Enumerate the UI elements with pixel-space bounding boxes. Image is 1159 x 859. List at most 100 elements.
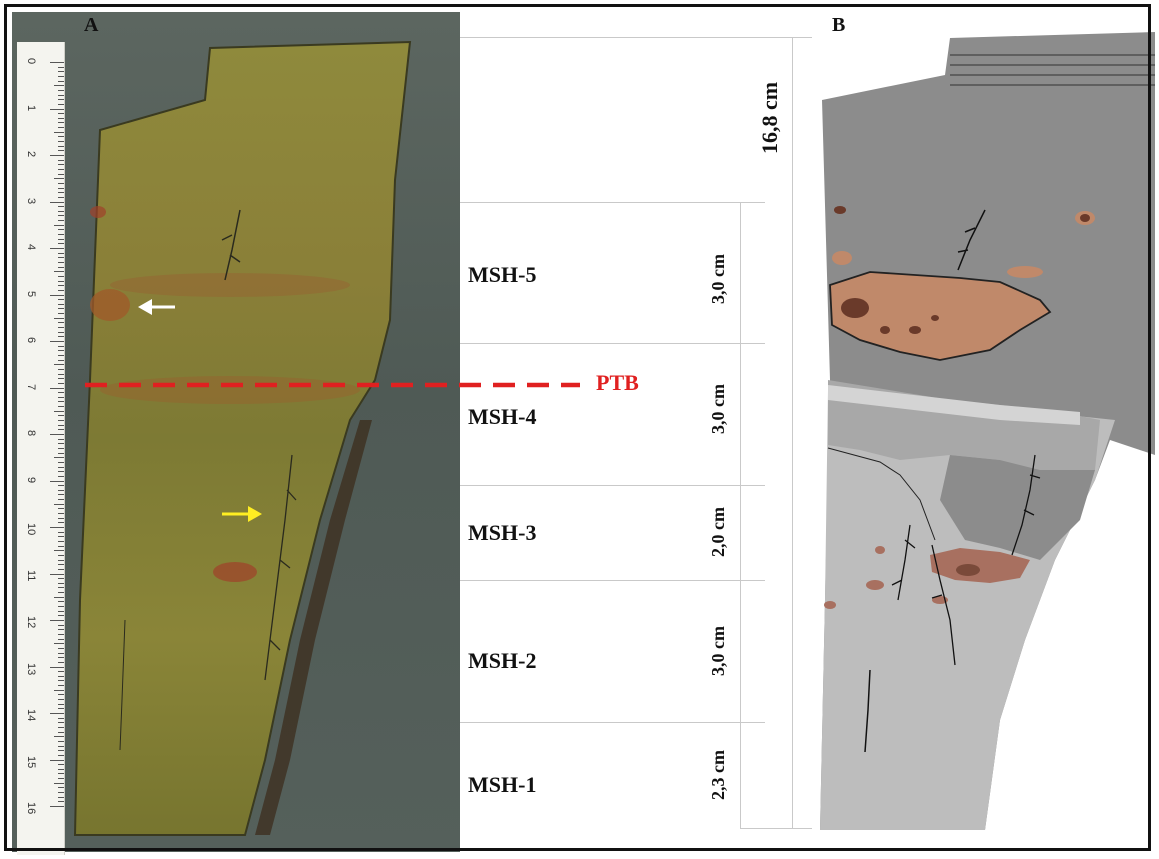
ruler-minor-tick [58,243,64,245]
sample-label: MSH-2 [468,648,537,673]
ruler-minor-tick [58,145,64,147]
ruler-minor-tick [58,136,64,138]
ruler-minor-tick [58,415,64,417]
ruler-minor-tick [58,266,64,268]
oxide-spot [956,564,980,576]
ruler-minor-tick [58,359,64,361]
ruler-minor-tick [54,503,64,505]
ruler-minor-tick [58,601,64,603]
ruler-minor-tick [58,66,64,68]
oxide-spot [875,546,885,554]
ruler-minor-tick [58,424,64,426]
ruler-minor-tick [58,289,64,291]
ruler-minor-tick [58,764,64,766]
table-rule [740,828,812,829]
oxide-spot [834,206,846,214]
ruler-minor-tick [58,443,64,445]
oxide-patch [930,548,1030,583]
ruler-minor-tick [58,113,64,115]
ruler-minor-tick [58,657,64,659]
oxide-band [110,273,350,297]
oxide-spot [909,326,921,334]
ruler-tick [50,387,64,389]
ruler-minor-tick [58,796,64,798]
ruler-minor-tick [58,89,64,91]
ruler-minor-tick [54,131,64,133]
ruler-minor-tick [54,224,64,226]
ruler-minor-tick [58,406,64,408]
table-rule [460,343,765,344]
ruler-minor-tick [58,280,64,282]
ruler-minor-tick [58,513,64,515]
ruler-minor-tick [54,410,64,412]
figure-frame [4,4,1151,851]
ruler-minor-tick [58,438,64,440]
ruler-minor-tick [54,457,64,459]
rock-slab-photo [73,40,412,836]
table-rule [460,485,765,486]
ruler-minor-tick [58,164,64,166]
sketch-dendrite [1011,454,1041,556]
ruler-minor-tick [58,629,64,631]
ruler-minor-tick [54,271,64,273]
ruler-minor-tick [58,392,64,394]
ruler-minor-tick [58,726,64,728]
dendrite [221,209,241,281]
ruler-minor-tick [54,550,64,552]
ruler-minor-tick [58,447,64,449]
ruler-minor-tick [54,596,64,598]
ruler-minor-tick [58,401,64,403]
ruler-minor-tick [58,731,64,733]
ruler-minor-tick [58,210,64,212]
ruler-minor-tick [58,285,64,287]
ruler-minor-tick [58,471,64,473]
ruler-minor-tick [58,582,64,584]
ruler-minor-tick [58,559,64,561]
sketch-dendrite [931,544,956,666]
oxide-spot [213,562,257,582]
sketch-dendrite [891,524,916,601]
ruler-minor-tick [58,545,64,547]
rock-edge-shadow [255,420,372,835]
ruler-minor-tick [58,475,64,477]
ruler-minor-tick [58,699,64,701]
ruler-minor-tick [58,261,64,263]
oxide-spot [866,580,884,590]
ruler-minor-tick [58,303,64,305]
ruler-minor-tick [54,317,64,319]
ruler-minor-tick [58,792,64,794]
ruler-minor-tick [58,606,64,608]
ruler-minor-tick [58,229,64,231]
ruler-minor-tick [58,122,64,124]
ruler-minor-tick [58,94,64,96]
table-rule [460,202,765,203]
yellow-arrow [222,506,262,522]
ruler-minor-tick [58,117,64,119]
ruler-minor-tick [58,103,64,105]
ruler-minor-tick [58,345,64,347]
ruler-minor-tick [58,141,64,143]
ruler-minor-tick [58,173,64,175]
ruler-minor-tick [58,275,64,277]
ruler-minor-tick [58,661,64,663]
ruler-minor-tick [58,722,64,724]
ruler-minor-tick [58,75,64,77]
oxide-spot [931,315,939,321]
ruler-minor-tick [58,647,64,649]
ruler-minor-tick [58,452,64,454]
ruler-minor-tick [58,801,64,803]
ruler-minor-tick [58,299,64,301]
scale-ruler: 0 1 2 3 4 5 6 7 8 9 10 11 12 13 14 15 16 [17,42,65,855]
ruler-minor-tick [58,717,64,719]
ruler-minor-tick [58,238,64,240]
ruler-minor-tick [58,215,64,217]
oxide-spot [1007,266,1043,278]
ruler-minor-tick [58,638,64,640]
ruler-minor-tick [58,489,64,491]
ruler-minor-tick [58,708,64,710]
ruler-minor-tick [58,396,64,398]
ruler-minor-tick [58,196,64,198]
ruler-tick [50,62,64,63]
